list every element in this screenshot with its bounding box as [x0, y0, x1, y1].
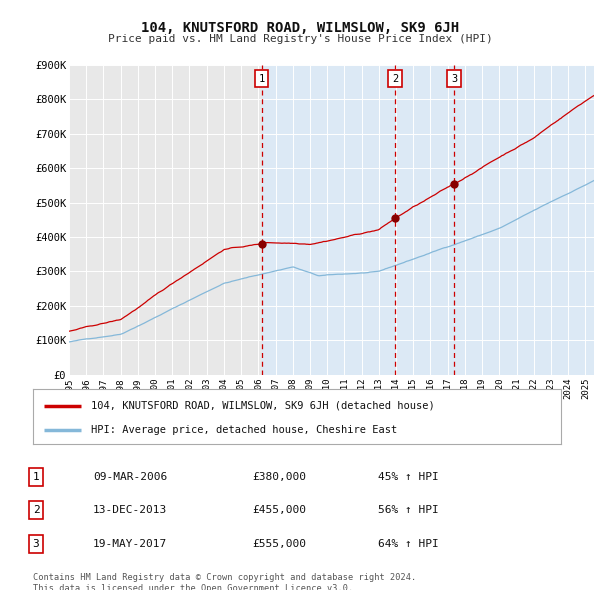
Text: £555,000: £555,000 — [252, 539, 306, 549]
Text: 1: 1 — [32, 472, 40, 481]
Text: 45% ↑ HPI: 45% ↑ HPI — [378, 472, 439, 481]
Text: 3: 3 — [451, 74, 457, 84]
Text: 64% ↑ HPI: 64% ↑ HPI — [378, 539, 439, 549]
Text: 19-MAY-2017: 19-MAY-2017 — [93, 539, 167, 549]
Text: 09-MAR-2006: 09-MAR-2006 — [93, 472, 167, 481]
Text: 56% ↑ HPI: 56% ↑ HPI — [378, 506, 439, 515]
Text: 2: 2 — [32, 506, 40, 515]
Text: Contains HM Land Registry data © Crown copyright and database right 2024.
This d: Contains HM Land Registry data © Crown c… — [33, 573, 416, 590]
Text: £455,000: £455,000 — [252, 506, 306, 515]
Text: 3: 3 — [32, 539, 40, 549]
Text: 13-DEC-2013: 13-DEC-2013 — [93, 506, 167, 515]
Text: 2: 2 — [392, 74, 398, 84]
Text: 104, KNUTSFORD ROAD, WILMSLOW, SK9 6JH (detached house): 104, KNUTSFORD ROAD, WILMSLOW, SK9 6JH (… — [91, 401, 435, 411]
Text: Price paid vs. HM Land Registry's House Price Index (HPI): Price paid vs. HM Land Registry's House … — [107, 34, 493, 44]
Text: 104, KNUTSFORD ROAD, WILMSLOW, SK9 6JH: 104, KNUTSFORD ROAD, WILMSLOW, SK9 6JH — [141, 21, 459, 35]
Bar — [262, 65, 594, 375]
Text: HPI: Average price, detached house, Cheshire East: HPI: Average price, detached house, Ches… — [91, 425, 397, 435]
Text: £380,000: £380,000 — [252, 472, 306, 481]
Text: 1: 1 — [259, 74, 265, 84]
